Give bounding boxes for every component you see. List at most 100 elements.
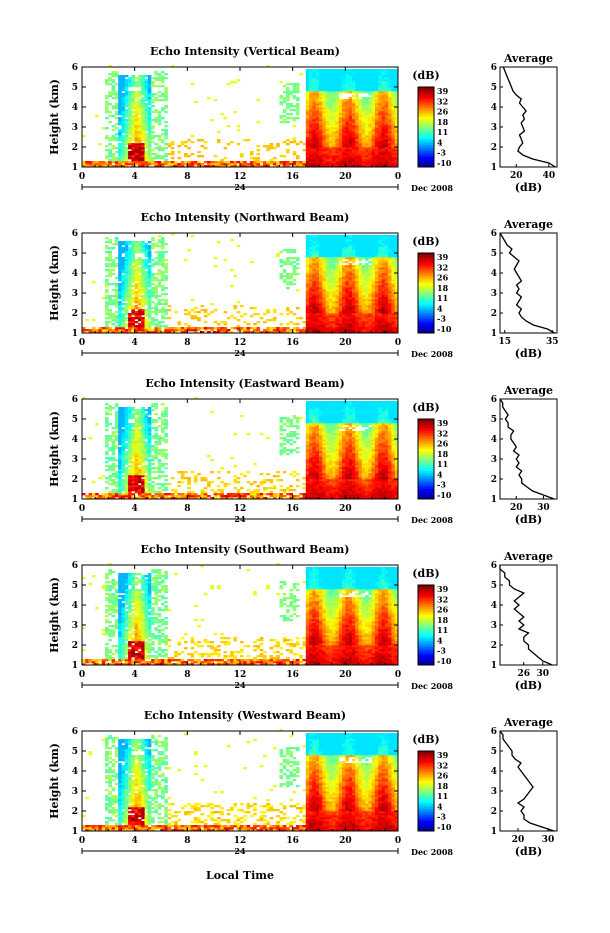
heatmap-cell [135,251,139,253]
heatmap-cell [316,245,320,247]
heatmap-cell [148,317,152,319]
heatmap-cell [108,299,112,301]
heatmap-cell [309,139,313,141]
heatmap-cell [368,273,372,275]
heatmap-cell [349,113,353,115]
heatmap-cell [240,161,244,163]
heatmap-cell [141,151,145,153]
heatmap-cell [276,255,280,257]
heatmap-cell [322,301,326,303]
heatmap-cell [122,297,126,299]
heatmap-cell [187,155,191,157]
heatmap-cell [112,283,116,285]
heatmap-cell [85,329,89,331]
heatmap-cell [352,261,356,263]
heatmap-cell [125,295,129,297]
heatmap-cell [355,81,359,83]
heatmap-cell [382,287,386,289]
heatmap-cell [391,89,395,91]
heatmap-cell [141,75,145,77]
heatmap-cell [145,121,149,123]
heatmap-cell [164,163,168,165]
heatmap-cell [280,259,284,261]
heatmap-cell [326,69,330,71]
heatmap-cell [312,121,316,123]
heatmap-cell [382,307,386,309]
heatmap-cell [388,271,392,273]
heatmap-cell [115,239,119,241]
heatmap-cell [335,127,339,129]
heatmap-cell [125,257,129,259]
heatmap-cell [349,133,353,135]
heatmap-cell [326,149,330,151]
heatmap-cell [112,289,116,291]
heatmap-cell [326,117,330,119]
heatmap-cell [122,249,126,251]
heatmap-cell [362,147,366,149]
heatmap-cell [359,79,363,81]
heatmap-cell [365,113,369,115]
heatmap-cell [326,265,330,267]
heatmap-cell [309,319,313,321]
heatmap-cell [105,417,109,419]
heatmap-cell [312,291,316,293]
heatmap-cell [375,99,379,101]
heatmap-cell [359,269,363,271]
heatmap-cell [161,325,165,327]
heatmap-cell [382,313,386,315]
heatmap-cell [382,83,386,85]
heatmap-cell [92,281,96,283]
heatmap-cell [345,273,349,275]
heatmap-cell [372,307,376,309]
heatmap-cell [164,259,168,261]
heatmap-cell [352,257,356,259]
heatmap-cell [309,155,313,157]
heatmap-cell [372,275,376,277]
y-tick-label: 2 [72,309,78,319]
heatmap-cell [191,317,195,319]
heatmap-cell [105,453,109,455]
heatmap-cell [378,275,382,277]
heatmap-cell [372,155,376,157]
heatmap-cell [388,265,392,267]
heatmap-cell [382,75,386,77]
heatmap-cell [365,117,369,119]
heatmap-cell [293,97,297,99]
heatmap-cell [312,141,316,143]
heatmap-cell [319,271,323,273]
heatmap-cell [145,119,149,121]
heatmap-cell [263,321,267,323]
heatmap-cell [365,111,369,113]
heatmap-cell [372,75,376,77]
heatmap-cell [316,125,320,127]
heatmap-cell [339,73,343,75]
heatmap-cell [191,315,195,317]
heatmap-cell [128,125,132,127]
heatmap-cell [115,327,119,329]
heatmap-cell [375,71,379,73]
heatmap-cell [138,141,142,143]
heatmap-cell [240,163,244,165]
heatmap-cell [365,311,369,313]
heatmap-cell [191,235,195,237]
heatmap-cell [345,115,349,117]
heatmap-cell [177,327,181,329]
heatmap-cell [286,143,290,145]
heatmap-cell [335,107,339,109]
heatmap-cell [345,271,349,273]
heatmap-cell [125,97,129,99]
heatmap-cell [128,119,132,121]
y-tick-label: 1 [72,329,78,339]
heatmap-cell [158,239,162,241]
heatmap-cell [164,125,168,127]
heatmap-cell [342,131,346,133]
heatmap-cell [164,243,168,245]
heatmap-cell [349,255,353,257]
heatmap-cell [151,279,155,281]
heatmap-cell [148,321,152,323]
heatmap-cell [365,291,369,293]
heatmap-cell [312,143,316,145]
heatmap-cell [359,321,363,323]
heatmap-cell [312,163,316,165]
heatmap-cell [128,93,132,95]
